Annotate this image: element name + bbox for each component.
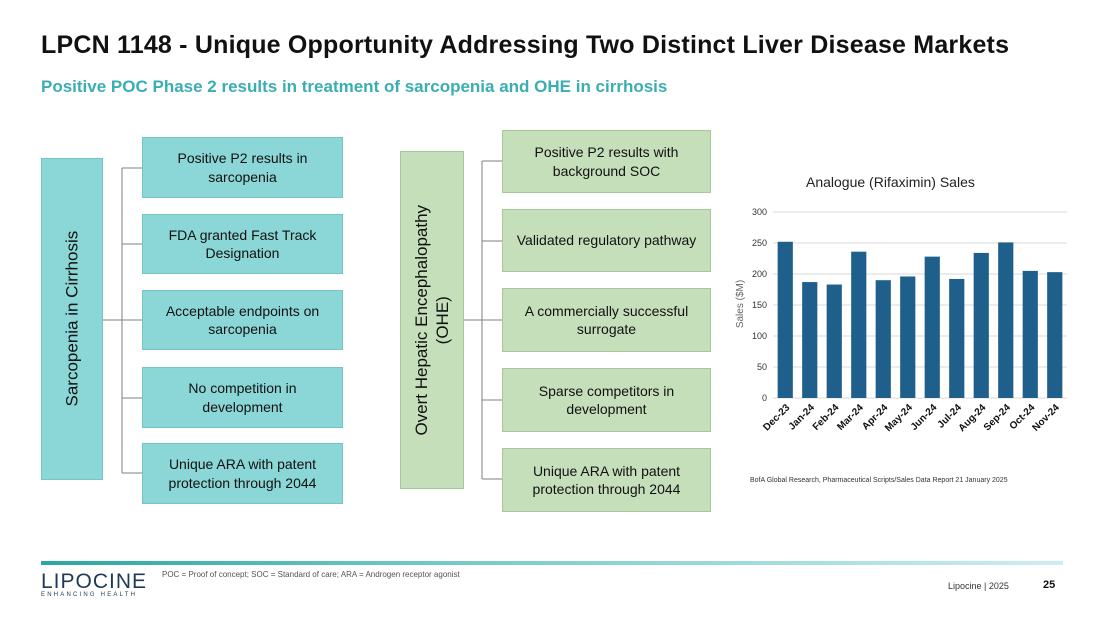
page-number: 25 [1043,579,1056,591]
sarcopenia-item-3: Acceptable endpoints on sarcopenia [142,290,343,350]
ohe-label-line2: (OHE) [433,295,452,345]
company-logo: LIPOCINE ENHANCING HEALTH [41,570,147,598]
sarcopenia-item-1: Positive P2 results in sarcopenia [142,137,343,198]
abbreviations-footnote: POC = Proof of concept; SOC = Standard o… [162,570,460,579]
ohe-item-3: A commercially successful surrogate [502,288,711,352]
chart-source-note: BofA Global Research, Pharmaceutical Scr… [750,477,1008,484]
sarcopenia-item-4: No competition in development [142,367,343,428]
sarcopenia-item-2: FDA granted Fast Track Designation [142,214,343,274]
logo-wordmark: LIPOCINE [41,570,148,593]
sarcopenia-category-label: Sarcopenia in Cirrhosis [62,231,82,407]
ohe-item-1: Positive P2 results with background SOC [502,130,711,193]
logo-tagline: ENHANCING HEALTH [41,592,138,598]
ohe-item-4: Sparse competitors in development [502,368,711,432]
slide-title: LPCN 1148 - Unique Opportunity Addressin… [41,31,1010,59]
ohe-item-2: Validated regulatory pathway [502,209,711,272]
ohe-label-line1: Overt Hepatic Encephalopathy [411,204,431,436]
ohe-category-box: Overt Hepatic Encephalopathy (OHE) [400,151,464,489]
ohe-item-5: Unique ARA with patent protection throug… [502,448,711,512]
sarcopenia-category-box: Sarcopenia in Cirrhosis [41,158,103,480]
ohe-category-label: Overt Hepatic Encephalopathy (OHE) [411,205,454,436]
chart-title: Analogue (Rifaximin) Sales [806,174,975,190]
sarcopenia-item-5: Unique ARA with patent protection throug… [142,443,343,504]
slide-subtitle: Positive POC Phase 2 results in treatmen… [41,77,668,96]
footer-company: Lipocine | 2025 [948,581,1009,591]
footer-rule [41,561,1063,565]
